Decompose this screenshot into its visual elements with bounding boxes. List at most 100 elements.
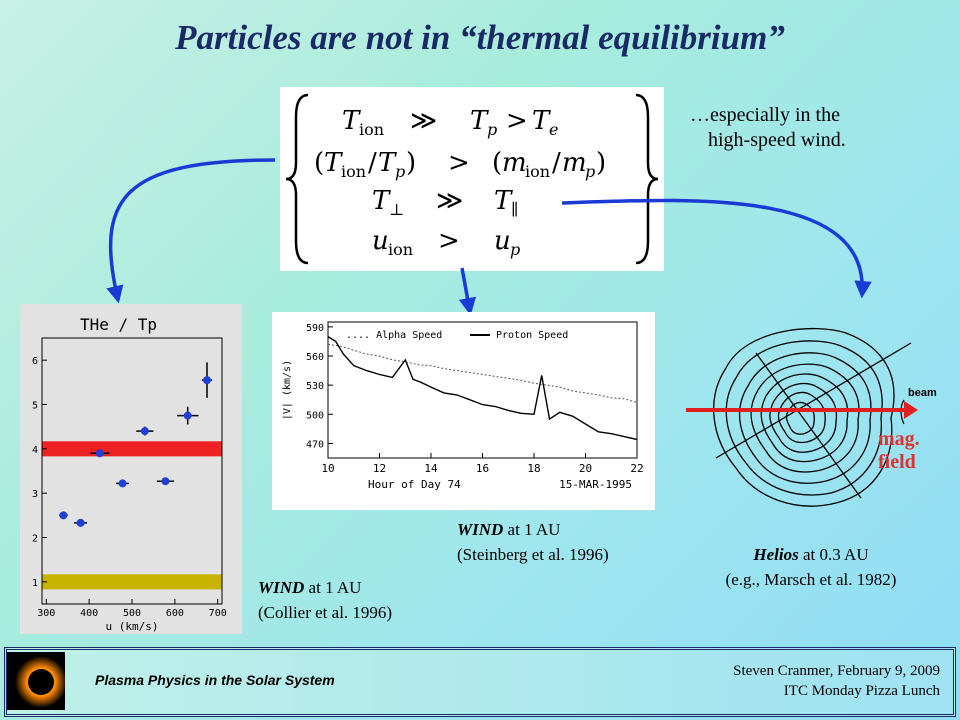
eq-row4-gt: > [438,226,460,256]
eq-row3-perp: ⊥ [389,200,404,219]
x-tick-label: 14 [424,462,438,475]
footer-event-line: ITC Monday Pizza Lunch [783,683,940,699]
y-tick-label: 2 [32,534,38,545]
x-tick-label: 400 [80,608,98,619]
eq-row1-Tp: T [470,106,489,136]
data-point-4 [140,427,149,436]
eq-row1-T: T [342,106,361,136]
plot-frame [327,321,638,459]
chart-title: THe / Tp [80,315,157,334]
eq-row4-u: u [372,226,389,256]
x-axis-label: u (km/s) [106,620,159,633]
caption-mid-line2: (Steinberg et al. 1996) [457,545,609,564]
eq-row2-mion: ion [525,162,550,181]
data-point-2 [95,449,104,458]
x-tick-label: 500 [123,608,141,619]
eq-row3-T: T [372,186,391,216]
y-tick-label: 590 [306,323,324,334]
footer-bar [4,647,956,717]
x-tick-label: 16 [476,462,489,475]
footer-author-line: Steven Cranmer, February 9, 2009 [733,663,940,679]
eq-row3-gg: ≫ [436,186,463,216]
eq-row1-gt: > [506,106,528,136]
eq-row2-p2: p [585,162,595,181]
x-tick-label: 600 [166,608,184,619]
eq-row2-slash: / [368,148,377,178]
eq-row2-gt: > [448,148,470,178]
y-tick-label: 4 [32,445,38,456]
x-tick-label: 18 [527,462,540,475]
y-tick-label: 470 [306,439,324,450]
mag-field-arrowhead [904,401,918,419]
eq-row2-ion: ion [341,162,366,181]
series-line-1 [327,336,638,441]
y-tick-label: 500 [306,410,324,421]
eq-row2-slash2: / [552,148,561,178]
footer-course-title: Plasma Physics in the Solar System [95,672,335,688]
band-1 [42,574,222,590]
y-tick-label: 560 [306,352,324,363]
x-tick-label: 12 [373,462,386,475]
slide-title: Particles are not in “thermal equilibriu… [175,18,785,57]
legend-alpha: .... Alpha Speed [346,330,442,341]
eq-row4-p: p [510,240,520,259]
footer-author-info: Steven Cranmer, February 9, 2009 ITC Mon… [700,661,940,701]
caption-left-rest: at 1 AU [304,578,362,597]
x-tick-label: 700 [209,608,227,619]
y-tick-label: 5 [32,401,38,412]
left-brace [285,93,309,265]
velocity-distribution-contours: beam [686,327,937,507]
solar-eclipse-image [7,652,67,710]
x-tick-label: 20 [579,462,592,475]
date-label: 15-MAR-1995 [559,478,632,491]
arrow-to-mid-plot [458,267,477,316]
eq-row3-par: ∥ [511,200,518,219]
data-point-1 [76,518,85,527]
x-tick-label: 22 [630,462,643,475]
y-axis-label: |V| (km/s) [282,360,293,420]
data-point-6 [183,411,192,420]
data-point-3 [118,479,127,488]
beam-label: beam [908,387,937,399]
band-0 [42,441,222,457]
caption-left-line2: (Collier et al. 1996) [258,603,393,622]
eq-row1-Te: T [532,106,551,136]
left-plot-panel: THe / Tp 1 2 3 4 5 6 300 400 500 600 700 u (km/s) [20,304,242,634]
mag-field-label: mag. field [878,428,920,474]
right-plot-panel: beam [686,308,956,508]
series-line-0 [327,343,638,404]
caption-right-em: Helios [753,545,799,564]
y-tick-label: 530 [306,381,324,392]
right-brace [635,93,659,265]
contour-lines [713,327,895,507]
note-line-1: …especially in the [690,104,840,126]
y-tick-label: 1 [32,578,38,589]
axis-lines [715,342,912,499]
mid-plot-panel: 470 500 530 560 590 10 12 14 16 18 20 22 |V| (km/s) H… [272,312,655,510]
eq-row4-ion: ion [388,240,413,259]
eq-row2-Tp: T [378,148,397,178]
eq-row2-rparen: ) [406,148,416,178]
caption-mid-em: WIND [457,520,504,539]
eq-row2-lparen: ( [314,148,324,178]
caption-mid-rest: at 1 AU [503,520,561,539]
note-line-2: high-speed wind. [708,129,846,151]
arrow-to-left-plot [106,158,276,304]
y-tick-label: 3 [32,489,38,500]
equation-box: T ion ≫ T p > T e ( T ion / T p ) > ( m … [280,87,664,271]
the-tp-scatter-chart: THe / Tp 1 2 3 4 5 6 300 400 500 600 700 u (km/s) [20,304,242,634]
eq-row3-T2: T [494,186,513,216]
eq-row2-p: p [395,162,405,181]
data-point-5 [161,477,170,486]
caption-right: Helios at 0.3 AU (e.g., Marsch et al. 19… [690,542,932,592]
eq-row1-e: e [549,120,558,139]
equation-brace-svg: T ion ≫ T p > T e ( T ion / T p ) > ( m … [285,93,659,265]
caption-right-line2: (e.g., Marsch et al. 1982) [725,570,897,589]
caption-left-em: WIND [258,578,305,597]
y-tick-label: 6 [32,356,38,367]
eq-row2-m: m [502,148,527,178]
speed-line-chart: 470 500 530 560 590 10 12 14 16 18 20 22 |V| (km/s) H… [282,321,644,491]
caption-left: WIND at 1 AU (Collier et al. 1996) [258,575,392,625]
data-point-0 [59,511,68,520]
eq-row1-p: p [487,120,497,139]
